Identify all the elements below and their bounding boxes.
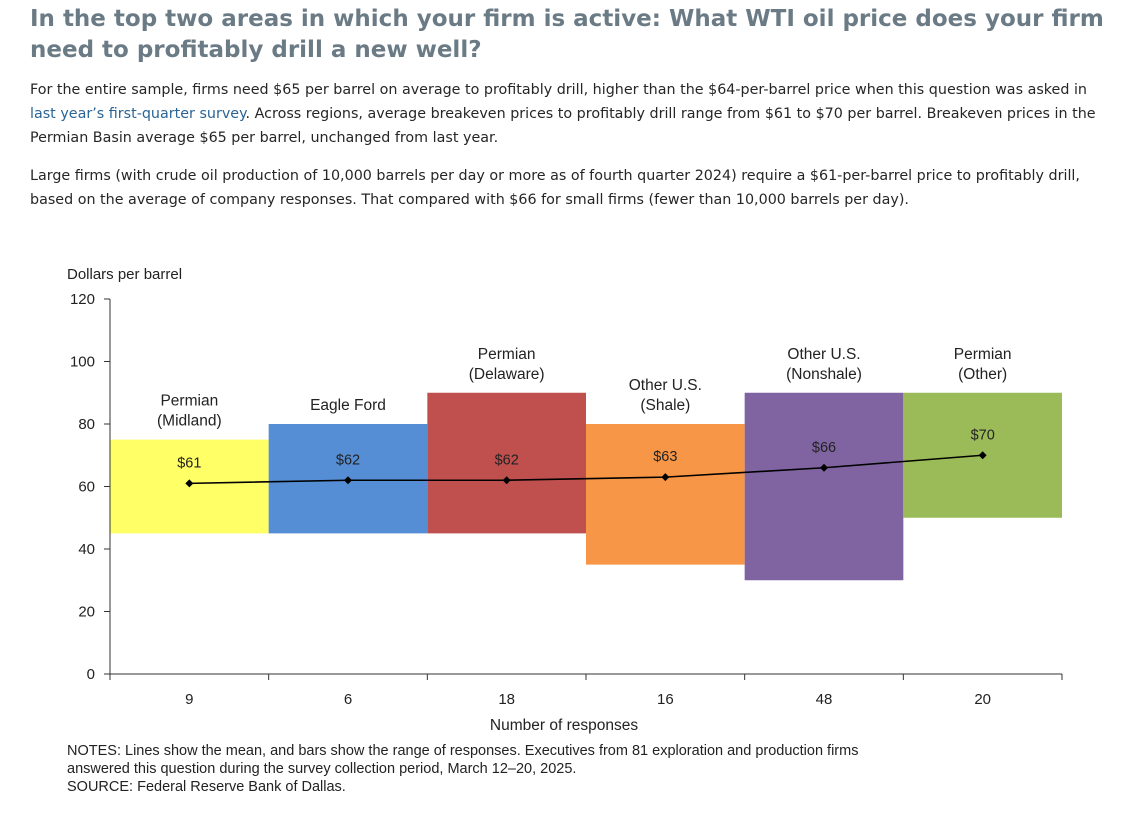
mean-marker bbox=[661, 473, 670, 482]
chart-notes: NOTES: Lines show the mean, and bars sho… bbox=[67, 742, 1067, 796]
notes-line-1: NOTES: Lines show the mean, and bars sho… bbox=[67, 743, 859, 759]
range-bar bbox=[586, 424, 745, 565]
mean-marker bbox=[344, 476, 352, 485]
mean-line bbox=[189, 454, 983, 485]
mean-value-label: $62 bbox=[495, 452, 519, 468]
category-label: Eagle Ford bbox=[310, 397, 386, 414]
y-tick-label: 0 bbox=[87, 666, 95, 683]
summary-text-start: For the entire sample, firms need $65 pe… bbox=[30, 82, 1087, 98]
mean-value-label: $63 bbox=[653, 449, 677, 465]
y-tick-label: 20 bbox=[78, 604, 95, 621]
firm-size-paragraph: Large firms (with crude oil production o… bbox=[30, 168, 1080, 208]
summary-paragraph: For the entire sample, firms need $65 pe… bbox=[30, 78, 1115, 150]
page-title: In the top two areas in which your firm … bbox=[30, 6, 1104, 63]
y-axis-label: Dollars per barrel bbox=[67, 266, 182, 283]
category-label: Permian bbox=[160, 393, 218, 410]
response-count-label: 18 bbox=[498, 691, 515, 708]
category-label: Other U.S. bbox=[629, 377, 702, 394]
y-tick-label: 40 bbox=[78, 541, 95, 558]
response-count-label: 48 bbox=[816, 691, 833, 708]
mean-value-label: $62 bbox=[336, 452, 360, 468]
category-label: (Shale) bbox=[640, 397, 690, 414]
mean-marker bbox=[502, 476, 511, 485]
category-label: Permian bbox=[478, 346, 536, 363]
notes-line-2: answered this question during the survey… bbox=[67, 761, 577, 777]
response-count-label: 20 bbox=[974, 691, 991, 708]
x-axis-label: Number of responses bbox=[490, 717, 638, 734]
mean-value-label: $70 bbox=[971, 427, 995, 443]
y-tick-label: 80 bbox=[78, 416, 95, 433]
range-bar bbox=[744, 392, 904, 581]
category-label: (Nonshale) bbox=[786, 366, 862, 383]
source-line: SOURCE: Federal Reserve Bank of Dallas. bbox=[67, 779, 346, 795]
mean-value-label: $66 bbox=[812, 440, 836, 456]
range-bar bbox=[427, 392, 586, 534]
mean-marker bbox=[820, 463, 828, 472]
category-label: (Delaware) bbox=[469, 366, 545, 383]
y-tick-label: 60 bbox=[78, 479, 95, 496]
category-label: Permian bbox=[954, 346, 1012, 363]
response-count-label: 9 bbox=[185, 691, 193, 708]
mean-marker bbox=[978, 451, 987, 460]
response-count-label: 6 bbox=[344, 691, 352, 708]
category-label: Other U.S. bbox=[787, 346, 860, 363]
mean-value-label: $61 bbox=[177, 455, 201, 471]
category-label: (Midland) bbox=[157, 413, 222, 430]
summary-text-end: . Across regions, average breakeven pric… bbox=[30, 106, 1096, 146]
y-tick-label: 120 bbox=[70, 291, 95, 308]
mean-marker bbox=[185, 479, 194, 488]
y-tick-label: 100 bbox=[70, 354, 95, 371]
response-count-label: 16 bbox=[657, 691, 674, 708]
category-label: (Other) bbox=[958, 366, 1007, 383]
last-year-survey-link[interactable]: last year’s first-quarter survey bbox=[30, 106, 246, 122]
